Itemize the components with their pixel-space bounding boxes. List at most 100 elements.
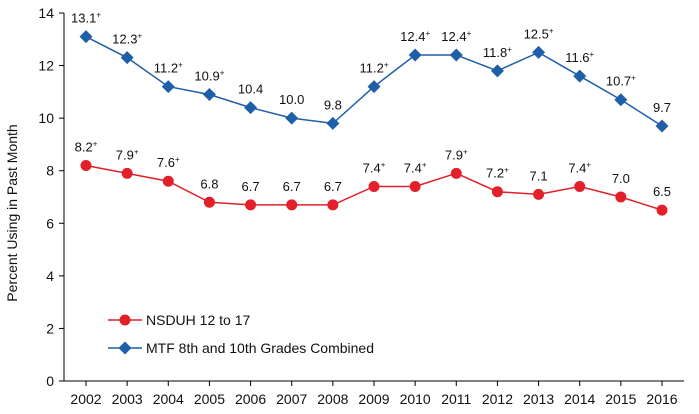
- data-point: [573, 69, 587, 83]
- x-tick-label: 2012: [482, 391, 513, 407]
- series-layer: [79, 30, 669, 216]
- x-tick-label: 2002: [70, 391, 101, 407]
- x-tick-label: 2013: [523, 391, 554, 407]
- data-point: [245, 199, 257, 211]
- data-label: 7.4+: [363, 160, 386, 175]
- data-label: 7.0: [612, 171, 630, 186]
- x-tick-label: 2010: [400, 391, 431, 407]
- data-label: 7.9+: [445, 147, 468, 162]
- data-label: 7.2+: [486, 166, 509, 181]
- significance-marker: +: [422, 160, 427, 169]
- legend-label: MTF 8th and 10th Grades Combined: [146, 340, 374, 356]
- x-tick-label: 2005: [194, 391, 225, 407]
- data-point: [202, 87, 216, 101]
- data-label: 12.3+: [112, 32, 142, 47]
- y-tick-label: 0: [46, 373, 54, 389]
- significance-marker: +: [467, 29, 472, 38]
- axes: 0 2 4 6 8 10 12 14 2002 2003 2004 2005 2006 2007 2008 2…: [38, 5, 684, 407]
- data-label: 10.9+: [194, 68, 224, 83]
- significance-marker: +: [549, 26, 554, 35]
- y-tick-label: 8: [46, 163, 54, 179]
- x-tick-label: 2006: [235, 391, 266, 407]
- x-tick-label: 2007: [276, 391, 307, 407]
- data-point: [449, 48, 463, 62]
- legend-item: MTF 8th and 10th Grades Combined: [108, 340, 374, 356]
- data-label: 10.0: [279, 92, 304, 107]
- series-mtf: [79, 30, 669, 133]
- x-tick-label: 2011: [441, 391, 471, 407]
- data-point: [614, 93, 628, 107]
- y-tick-label: 14: [38, 5, 54, 21]
- x-tick-label: 2004: [153, 391, 184, 407]
- data-label: 7.9+: [116, 147, 139, 162]
- data-point: [368, 180, 380, 192]
- series-nsduh: [80, 159, 668, 216]
- data-point: [79, 30, 93, 44]
- x-tick-label: 2016: [646, 391, 677, 407]
- data-label: 9.7: [653, 100, 671, 115]
- data-label: 9.8: [324, 97, 342, 112]
- legend-label: NSDUH 12 to 17: [146, 312, 250, 328]
- significance-marker: +: [175, 155, 180, 164]
- data-point: [574, 180, 586, 192]
- data-label: 12.5+: [524, 26, 554, 41]
- data-label: 6.8: [200, 176, 218, 191]
- data-label: 12.4+: [441, 29, 471, 44]
- significance-marker: +: [178, 61, 183, 70]
- x-tick-label: 2003: [112, 391, 143, 407]
- significance-marker: +: [507, 45, 512, 54]
- data-point: [80, 159, 92, 171]
- data-label: 7.4+: [568, 160, 591, 175]
- significance-marker: +: [134, 147, 139, 156]
- significance-marker: +: [96, 11, 101, 20]
- data-point: [162, 175, 174, 187]
- data-label: 11.6+: [565, 50, 594, 65]
- data-label: 11.8+: [483, 45, 512, 60]
- data-point: [203, 196, 215, 208]
- data-point: [533, 188, 545, 200]
- data-point: [285, 111, 299, 125]
- legend-marker: [119, 314, 131, 326]
- data-point: [121, 167, 133, 179]
- data-point: [655, 119, 669, 133]
- data-label: 11.2+: [359, 61, 388, 76]
- data-label: 6.7: [324, 179, 342, 194]
- data-label: 11.2+: [154, 61, 183, 76]
- data-label: 8.2+: [75, 139, 98, 154]
- data-point: [408, 48, 422, 62]
- significance-marker: +: [137, 32, 142, 41]
- data-label: 7.6+: [157, 155, 180, 170]
- y-axis-title: Percent Using in Past Month: [4, 124, 20, 301]
- data-point: [120, 51, 134, 65]
- data-point: [656, 204, 668, 216]
- legend-marker: [118, 341, 132, 355]
- legend: NSDUH 12 to 17 MTF 8th and 10th Grades Co…: [108, 312, 374, 356]
- significance-marker: +: [631, 74, 636, 83]
- data-point: [161, 80, 175, 94]
- data-point: [326, 116, 340, 130]
- data-label: 12.4+: [400, 29, 430, 44]
- significance-marker: +: [504, 166, 509, 175]
- y-tick-label: 10: [38, 110, 54, 126]
- significance-marker: +: [425, 29, 430, 38]
- data-label: 6.7: [242, 179, 260, 194]
- data-point: [367, 80, 381, 94]
- x-tick-label: 2015: [605, 391, 636, 407]
- data-label: 6.7: [283, 179, 301, 194]
- data-label: 10.7+: [606, 74, 636, 89]
- x-tick-label: 2014: [564, 391, 595, 407]
- significance-marker: +: [220, 68, 225, 77]
- data-label: 7.1: [530, 168, 548, 183]
- data-point: [532, 45, 546, 59]
- data-point: [491, 186, 503, 198]
- significance-marker: +: [381, 160, 386, 169]
- data-label: 7.4+: [404, 160, 427, 175]
- data-label: 10.4: [238, 82, 263, 97]
- x-tick-label: 2009: [358, 391, 389, 407]
- data-point: [244, 101, 258, 115]
- y-axis-title-group: Percent Using in Past Month: [4, 124, 20, 301]
- data-labels-layer: 8.2+ 7.9+ 7.6+ 6.8 6.7 6.7 6.7 7.4+ 7.4+ 7.9+ 7.2+…: [71, 11, 671, 199]
- y-tick-label: 4: [46, 268, 54, 284]
- x-tick-label: 2008: [317, 391, 348, 407]
